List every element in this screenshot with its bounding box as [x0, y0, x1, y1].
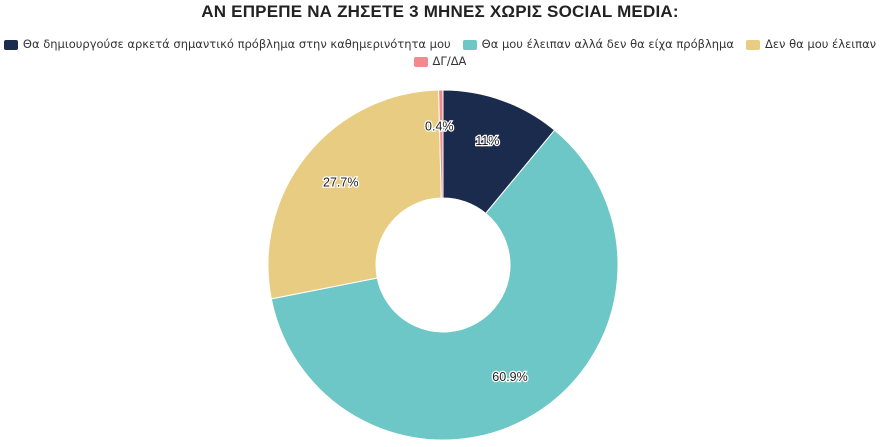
slice-label-would-miss: 60.9%: [492, 370, 527, 384]
legend-item-would-miss[interactable]: Θα μου έλειπαν αλλά δεν θα είχα πρόβλημα: [462, 36, 734, 53]
slice-would-not-miss[interactable]: [267, 89, 442, 300]
legend-item-would-not-miss[interactable]: Δεν θα μου έλειπαν: [745, 36, 877, 53]
chart-legend: Θα δημιουργούσε αρκετά σημαντικό πρόβλημ…: [0, 36, 880, 70]
legend-swatch: [413, 56, 428, 67]
donut-slices: [267, 89, 619, 441]
legend-swatch: [3, 39, 18, 50]
legend-swatch: [745, 39, 760, 50]
legend-row-2: ΔΓ/ΔΑ: [0, 53, 880, 70]
legend-row-1: Θα δημιουργούσε αρκετά σημαντικό πρόβλημ…: [0, 36, 880, 53]
slice-no-answer[interactable]: [438, 89, 444, 199]
donut-labels: 11% 60.9% 27.7% 0.4%: [322, 118, 529, 385]
legend-label: Θα δημιουργούσε αρκετά σημαντικό πρόβλημ…: [22, 37, 451, 51]
legend-label: ΔΓ/ΔΑ: [432, 54, 467, 68]
slice-label-no-answer: 0.4%: [425, 119, 454, 133]
slice-label-significant-problem: 11%: [475, 134, 499, 148]
legend-label: Θα μου έλειπαν αλλά δεν θα είχα πρόβλημα: [481, 37, 734, 51]
chart-title: ΑΝ ΕΠΡΕΠΕ ΝΑ ΖΗΣΕΤΕ 3 ΜΗΝΕΣ ΧΩΡΙΣ SOCIAL…: [201, 2, 679, 21]
legend-swatch: [462, 39, 477, 50]
legend-item-significant-problem[interactable]: Θα δημιουργούσε αρκετά σημαντικό πρόβλημ…: [3, 36, 451, 53]
legend-label: Δεν θα μου έλειπαν: [764, 37, 877, 51]
legend-item-no-answer[interactable]: ΔΓ/ΔΑ: [413, 53, 467, 70]
slice-label-would-not-miss: 27.7%: [323, 175, 358, 189]
slice-would-miss[interactable]: [270, 129, 619, 441]
